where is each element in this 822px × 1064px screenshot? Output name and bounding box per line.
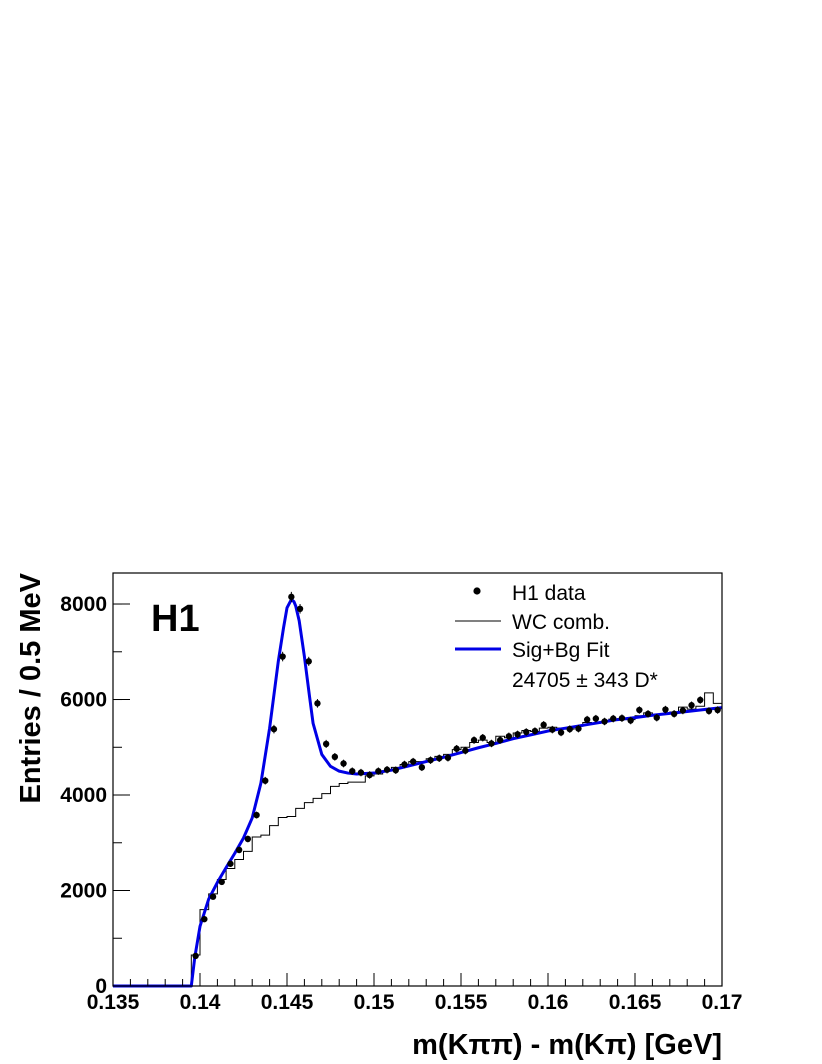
experiment-label: H1 (151, 598, 200, 640)
y-axis-title: Entries / 0.5 MeV (15, 572, 47, 803)
x-axis-title: m(Kππ) - m(Kπ) [GeV] (412, 1029, 722, 1061)
data-point (270, 725, 278, 733)
data-point (409, 758, 417, 765)
x-tick-label: 0.155 (435, 991, 488, 1014)
data-point (705, 707, 713, 715)
y-tick-label: 4000 (60, 784, 107, 807)
data-point (636, 706, 643, 714)
data-point (566, 725, 573, 733)
data-point (618, 714, 626, 722)
data-point (262, 777, 269, 784)
data-point (488, 740, 495, 747)
data-point (601, 718, 608, 725)
data-point (401, 761, 408, 768)
data-point (470, 736, 478, 744)
data-points-group (192, 591, 721, 960)
data-point (288, 593, 295, 601)
x-tick-label: 0.135 (87, 991, 140, 1014)
data-point (627, 717, 634, 724)
y-tick-label: 2000 (60, 880, 107, 903)
data-point (496, 736, 504, 744)
x-tick-label: 0.17 (702, 991, 743, 1014)
data-point (462, 747, 469, 754)
data-point (531, 727, 539, 735)
data-point (523, 728, 530, 736)
x-tick-label: 0.15 (354, 991, 395, 1014)
legend-label-fit: Sig+Bg Fit (512, 639, 610, 662)
data-point (436, 755, 443, 762)
data-point (244, 835, 252, 843)
data-point (583, 716, 591, 723)
data-point (296, 605, 304, 613)
data-point (418, 764, 426, 771)
wc-comb-histogram (113, 692, 722, 987)
data-point (366, 771, 373, 779)
data-point (427, 756, 434, 764)
data-point (662, 706, 669, 713)
data-point (218, 878, 225, 886)
data-point (392, 766, 399, 774)
data-point (453, 745, 460, 752)
data-point (357, 769, 365, 776)
y-tick-label: 8000 (60, 593, 107, 616)
data-point (209, 893, 217, 900)
legend-annotation: 24705 ± 343 D* (512, 669, 658, 692)
data-point (514, 731, 521, 738)
data-point (322, 740, 330, 748)
data-point (235, 846, 243, 854)
legend-label-data: H1 data (512, 582, 586, 605)
data-point (540, 721, 547, 729)
legend-marker-data (473, 587, 481, 595)
data-point (201, 915, 208, 923)
data-point (279, 653, 286, 660)
fit-curve-group (113, 598, 723, 988)
data-point (192, 952, 199, 960)
data-point (644, 710, 652, 718)
fit-curve (113, 598, 723, 988)
data-point (253, 811, 260, 819)
data-point (679, 707, 687, 714)
data-point (227, 860, 234, 867)
data-point (557, 729, 565, 736)
data-point (549, 726, 556, 733)
data-point (375, 767, 382, 775)
data-point (714, 706, 721, 714)
data-point (444, 754, 452, 761)
x-tick-label: 0.165 (609, 991, 662, 1014)
x-axis-ticks: 0.135 0.14 0.145 0.15 0.155 0.16 0.165 0.17 (87, 973, 743, 1014)
data-point (688, 702, 695, 709)
data-point (383, 766, 391, 773)
wc-comb-step-line (113, 692, 722, 987)
data-point (331, 753, 339, 761)
data-point (314, 700, 321, 707)
x-tick-label: 0.145 (261, 991, 314, 1014)
y-tick-label: 6000 (60, 689, 107, 712)
legend: H1 data WC comb. Sig+Bg Fit 24705 ± 343 … (455, 582, 658, 692)
data-point (479, 734, 486, 741)
data-point (305, 658, 312, 665)
y-axis-ticks: 0 2000 4000 6000 8000 (60, 593, 130, 998)
data-point (505, 733, 513, 740)
data-point (575, 725, 582, 732)
data-point (697, 696, 704, 704)
data-point (610, 715, 617, 722)
plot-frame (112, 572, 723, 987)
data-point (653, 714, 660, 721)
data-point (349, 767, 356, 775)
data-point (670, 710, 678, 718)
data-point (592, 715, 600, 722)
x-tick-label: 0.16 (528, 991, 569, 1014)
x-tick-label: 0.14 (180, 991, 221, 1014)
data-point (340, 760, 347, 767)
legend-label-wc: WC comb. (512, 611, 610, 634)
y-tick-label: 0 (95, 975, 107, 998)
